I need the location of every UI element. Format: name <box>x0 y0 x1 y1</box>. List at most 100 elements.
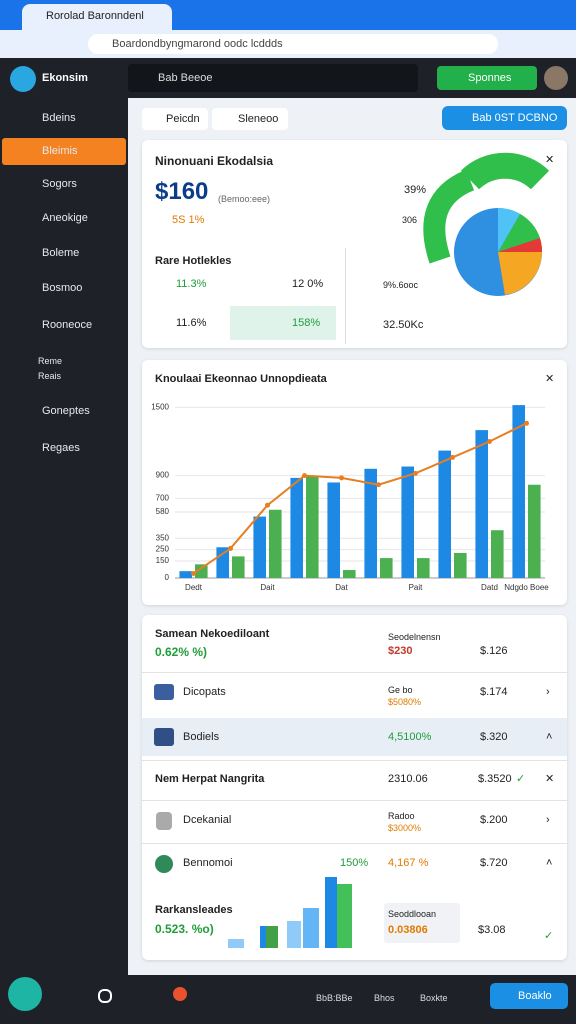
nav-item[interactable]: Goneptes <box>42 405 90 417</box>
nav-item[interactable]: Rooneoce <box>42 319 93 331</box>
tab[interactable] <box>22 4 172 30</box>
url-box[interactable] <box>88 34 498 54</box>
sidebar: Bdeins Bleimis Sogors Aneokige Boleme Bo… <box>0 98 128 975</box>
list-label: Seodelnensn <box>388 632 441 642</box>
header-button-text: Sponnes <box>468 72 512 84</box>
row-b: $3000% <box>388 823 422 833</box>
row-name[interactable]: Bennomoi <box>183 857 233 869</box>
side-stat: 306 <box>402 215 418 225</box>
nav-item[interactable]: Reais <box>38 371 62 381</box>
nav-item[interactable]: Reme <box>38 356 63 366</box>
search-box[interactable] <box>128 64 418 92</box>
side-stat: 32.50Kc <box>383 319 424 331</box>
app-icon[interactable] <box>173 987 187 1001</box>
action-text: Bab 0ST DCBNO <box>472 112 558 124</box>
pill-text: Sleneoo <box>238 113 279 125</box>
pill[interactable] <box>212 108 288 130</box>
amount-note: (Bemoo:eee) <box>218 194 271 204</box>
close[interactable]: ✕ <box>545 154 555 166</box>
bottom-change: 0.523. %o) <box>155 922 214 936</box>
row-a: Radoo <box>388 811 415 821</box>
row-name[interactable]: Dicopats <box>183 686 226 698</box>
highlight <box>230 306 336 340</box>
stat: 12 0% <box>292 278 324 290</box>
taskbar-button[interactable] <box>490 983 568 1009</box>
row-a: Ge bo <box>388 685 413 695</box>
list-change: 0.62% %) <box>155 645 208 659</box>
pill[interactable] <box>142 108 208 130</box>
amount: $160 <box>155 178 209 205</box>
search-text: Bab Beeoe <box>158 72 213 84</box>
row-b: 4,5100% <box>388 731 432 743</box>
action-button[interactable] <box>442 106 567 130</box>
nav-item[interactable]: Bdeins <box>42 112 76 124</box>
side-stat: 9%.6ooc <box>383 280 419 290</box>
close[interactable]: ✕ <box>545 773 555 785</box>
divider <box>142 843 567 844</box>
logo: Ekonsim <box>42 72 88 84</box>
taskbar <box>0 975 576 1024</box>
row-c: $.174 <box>480 686 508 698</box>
card-title: Ninonuani Ekodalsia <box>155 154 274 168</box>
chevron[interactable]: ˄ <box>546 731 553 743</box>
bottom-title: Rarkansleades <box>155 904 233 916</box>
section-title: Nem Herpat Nangrita <box>155 773 265 785</box>
row-b: $5080% <box>388 697 422 707</box>
header-button[interactable] <box>437 66 537 90</box>
bottom-label: Seoddlooan <box>388 909 437 919</box>
change: 5S 1% <box>172 214 205 226</box>
row-c: $.200 <box>480 814 508 826</box>
list-value: $230 <box>388 645 413 657</box>
nav-item[interactable]: Boleme <box>42 247 80 259</box>
nav-item[interactable]: Sogors <box>42 178 77 190</box>
nav-item[interactable]: Aneokige <box>42 212 88 224</box>
circle-button[interactable] <box>98 989 112 1003</box>
row-c: $.320 <box>480 731 508 743</box>
check: ✓ <box>516 773 526 785</box>
chart-card <box>142 360 567 605</box>
nav-item[interactable]: Bleimis <box>42 145 78 157</box>
row-g: 150% <box>340 857 369 869</box>
taskbar-item[interactable]: Boxkte <box>420 993 448 1003</box>
check: ✓ <box>544 930 554 942</box>
avatar[interactable] <box>544 66 568 90</box>
row-icon <box>156 812 172 830</box>
active-item[interactable] <box>2 138 126 165</box>
list-title: Samean Nekoediloant <box>155 628 270 640</box>
row-c: $.720 <box>480 857 508 869</box>
stat: 11.6% <box>176 317 207 329</box>
side-stat: 39% <box>404 184 427 196</box>
row-name[interactable]: Bodiels <box>183 731 220 743</box>
bottom-value: 0.03806 <box>388 924 428 936</box>
taskbar-item[interactable]: BbB:BBe <box>316 993 353 1003</box>
taskbar-button-text: Boaklo <box>518 990 552 1002</box>
home-button[interactable] <box>8 977 42 1011</box>
section-a: 2310.06 <box>388 773 428 785</box>
info-box <box>384 903 460 943</box>
section-c: $.3520 <box>478 773 512 785</box>
taskbar-item[interactable]: Bhos <box>374 993 395 1003</box>
list-total: $.126 <box>480 645 508 657</box>
subtitle: Rare Hotlekles <box>155 255 232 267</box>
divider <box>142 672 567 673</box>
divider <box>142 760 567 761</box>
nav-item[interactable]: Regaes <box>42 442 80 454</box>
stat: 11.3% <box>176 278 207 290</box>
divider <box>142 800 567 801</box>
chevron[interactable]: › <box>546 686 550 698</box>
stat: 158% <box>292 317 321 329</box>
row-b: 4,167 % <box>388 857 429 869</box>
chevron[interactable]: ˄ <box>546 857 553 869</box>
pill-text: Peicdn <box>166 113 200 125</box>
row-icon <box>154 728 174 746</box>
logo-icon <box>10 66 36 92</box>
bottom-total: $3.08 <box>478 924 506 936</box>
url: Boardondbyngmarond oodc lcddds <box>112 38 283 50</box>
nav-item[interactable]: Bosmoo <box>42 282 83 294</box>
close[interactable]: ✕ <box>545 373 555 385</box>
row-highlight <box>142 718 567 756</box>
row-name[interactable]: Dcekanial <box>183 814 232 826</box>
chevron[interactable]: › <box>546 814 550 826</box>
chart-title: Knoulaai Ekeonnao Unnopdieata <box>155 373 327 385</box>
